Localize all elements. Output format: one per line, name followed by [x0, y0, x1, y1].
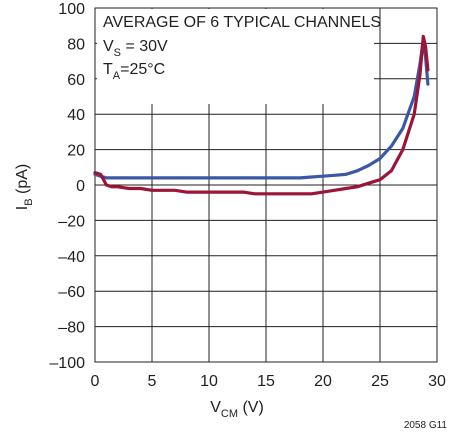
y-tick-label: 20: [67, 143, 85, 160]
figure-id: 2058 G11: [404, 420, 448, 431]
x-axis-title-unit: (V): [238, 399, 264, 416]
x-tick-label: 0: [91, 373, 100, 390]
y-axis-title: IB (pA): [14, 164, 35, 210]
plot-frame: [94, 7, 438, 363]
y-tick-label: 0: [76, 178, 85, 195]
x-tick-label: 30: [428, 373, 446, 390]
annotation-vs-rest: = 30V: [121, 38, 168, 55]
annotation-ta-main: T: [103, 61, 113, 78]
y-tick-label: –100: [49, 355, 85, 372]
series-layer: [93, 34, 430, 196]
annotation-ta-sub: A: [113, 70, 121, 82]
y-tick-label: –40: [58, 249, 85, 266]
y-tick-label: 40: [67, 107, 85, 124]
y-tick-label: –60: [58, 284, 85, 301]
annotation-ta-rest: =25°C: [120, 61, 165, 78]
series-line-red: [93, 34, 430, 196]
annotation-line-1: AVERAGE OF 6 TYPICAL CHANNELS: [103, 14, 381, 31]
x-tick-label: 5: [148, 373, 157, 390]
y-tick-label: 80: [67, 36, 85, 53]
x-axis-title: VCM (V): [210, 399, 264, 420]
y-tick-label: –80: [58, 320, 85, 337]
annotation-vs-sub: S: [114, 47, 121, 59]
y-axis-title-main: I: [14, 206, 31, 210]
x-tick-label: 10: [200, 373, 218, 390]
tick-layer: 0 5 10 15 20 25 30 100 80 60 40 20 0 –20 –40 –60 –80 –100: [49, 1, 446, 390]
annotation-background: [97, 9, 374, 104]
annotation-line-3: TA=25°C: [103, 61, 165, 82]
x-tick-label: 20: [314, 373, 332, 390]
y-tick-label: 100: [58, 1, 85, 18]
x-tick-label: 25: [371, 373, 389, 390]
y-axis-title-sub: B: [23, 198, 35, 205]
y-axis-title-unit: (pA): [14, 164, 31, 199]
series-line-blue: [93, 38, 430, 180]
x-axis-title-main: V: [210, 399, 221, 416]
x-tick-label: 15: [257, 373, 275, 390]
annotation-box: AVERAGE OF 6 TYPICAL CHANNELS VS = 30V T…: [97, 9, 381, 104]
y-tick-label: 60: [67, 72, 85, 89]
y-tick-label: –20: [58, 213, 85, 230]
x-axis-title-sub: CM: [221, 408, 238, 420]
annotation-line-2: VS = 30V: [103, 38, 168, 59]
annotation-vs-main: V: [103, 38, 114, 55]
